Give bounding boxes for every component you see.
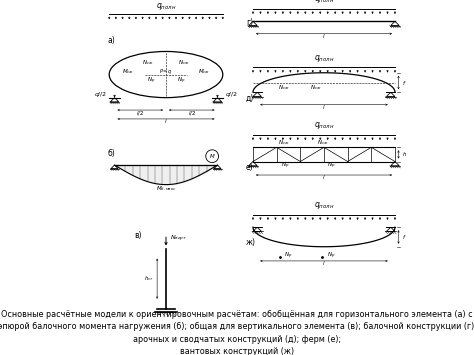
Text: арочных и сводчатых конструкций (д); ферм (е);: арочных и сводчатых конструкций (д); фер… — [133, 334, 341, 344]
Text: е): е) — [246, 163, 254, 173]
Text: $N_р$: $N_р$ — [284, 251, 292, 261]
Text: а): а) — [108, 36, 115, 45]
Text: д): д) — [246, 94, 254, 103]
Text: $l$: $l$ — [322, 103, 326, 111]
Text: г): г) — [246, 18, 253, 27]
Text: вантовых конструкций (ж): вантовых конструкций (ж) — [180, 347, 294, 355]
Text: $N_{сж}$: $N_{сж}$ — [142, 58, 154, 67]
Text: $P{=}q$: $P{=}q$ — [159, 67, 173, 76]
Text: $N_р$: $N_р$ — [177, 75, 185, 86]
Text: $l$: $l$ — [322, 173, 326, 181]
Text: $M_{б.макс}$: $M_{б.макс}$ — [155, 184, 176, 193]
Text: Основные расчётные модели к ориентировочным расчётам: обобщённая для горизонталь: Основные расчётные модели к ориентировоч… — [1, 310, 473, 319]
Text: в): в) — [134, 231, 142, 240]
Text: б): б) — [108, 149, 115, 158]
Text: $N_{сж}$: $N_{сж}$ — [317, 138, 328, 147]
Text: $N_{сж}$: $N_{сж}$ — [178, 58, 190, 67]
Text: эпюрой балочного момента нагружения (б); общая для вертикального элемента (в); б: эпюрой балочного момента нагружения (б);… — [0, 322, 474, 331]
Text: $q_{полн}$: $q_{полн}$ — [314, 200, 334, 211]
Text: $N_{сж}$: $N_{сж}$ — [278, 83, 290, 92]
Text: $l$: $l$ — [322, 32, 326, 40]
Text: $l/2$: $l/2$ — [136, 109, 144, 117]
Text: $N_{сж}$: $N_{сж}$ — [278, 138, 290, 147]
Text: $l$: $l$ — [322, 259, 326, 267]
Text: $q_{полн}$: $q_{полн}$ — [156, 1, 176, 12]
Text: $M_{сж}$: $M_{сж}$ — [198, 67, 210, 76]
Text: $N_р$: $N_р$ — [327, 251, 335, 261]
Text: $N_р$: $N_р$ — [147, 75, 155, 86]
Text: $f$: $f$ — [402, 233, 407, 241]
Text: $f$: $f$ — [402, 78, 407, 87]
Text: $N_{верт}$: $N_{верт}$ — [170, 233, 187, 244]
Text: $l$: $l$ — [164, 117, 168, 125]
Text: $l/2$: $l/2$ — [188, 109, 196, 117]
Text: $q_{полн}$: $q_{полн}$ — [314, 0, 334, 5]
Text: $M$: $M$ — [209, 152, 216, 160]
Text: $h$: $h$ — [402, 151, 407, 158]
Text: $h_{ст}$: $h_{ст}$ — [144, 274, 154, 283]
Text: ж): ж) — [246, 238, 256, 247]
Text: $ql/2$: $ql/2$ — [225, 90, 237, 99]
Text: $N_р$: $N_р$ — [327, 160, 335, 171]
Text: $N_р$: $N_р$ — [281, 160, 289, 171]
Text: $q_{полн}$: $q_{полн}$ — [314, 120, 334, 131]
Text: $M_{сж}$: $M_{сж}$ — [122, 67, 134, 76]
Text: $N_{сж}$: $N_{сж}$ — [310, 83, 321, 92]
Text: $ql/2$: $ql/2$ — [94, 90, 108, 99]
Text: $q_{полн}$: $q_{полн}$ — [314, 53, 334, 64]
